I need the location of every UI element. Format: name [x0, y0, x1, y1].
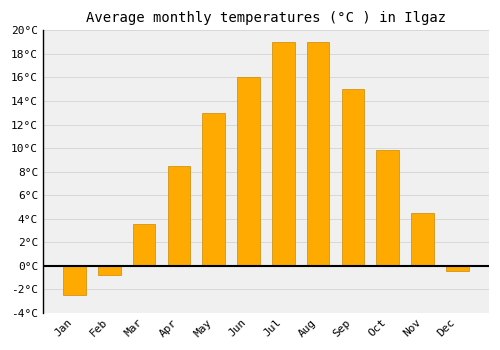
Bar [133, 224, 156, 266]
Bar [307, 42, 330, 266]
Bar [98, 266, 120, 275]
Bar [202, 113, 225, 266]
Bar [446, 266, 468, 272]
Bar [168, 166, 190, 266]
Bar [342, 89, 364, 266]
Bar [272, 42, 294, 266]
Bar [63, 266, 86, 295]
Bar [376, 150, 399, 266]
Bar [237, 77, 260, 266]
Bar [411, 213, 434, 266]
Title: Average monthly temperatures (°C ) in Ilgaz: Average monthly temperatures (°C ) in Il… [86, 11, 446, 25]
